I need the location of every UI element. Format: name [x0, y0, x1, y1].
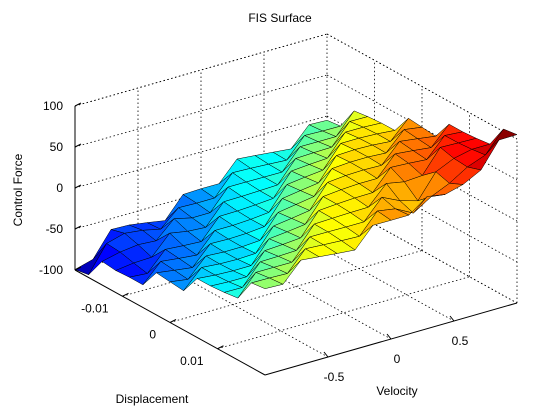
surface-patch — [251, 277, 284, 289]
z-tick-mark — [74, 102, 82, 107]
y-tick-label: -0.01 — [81, 301, 109, 315]
grid-line — [326, 33, 518, 140]
box-edge — [74, 33, 328, 107]
z-tick-label: 0 — [56, 181, 63, 195]
z-tick-label: 50 — [50, 140, 64, 154]
x-tick-label: -0.5 — [324, 370, 345, 384]
z-tick-mark — [74, 184, 82, 189]
z-tick-mark — [74, 266, 82, 271]
z-tick-mark — [74, 225, 82, 230]
x-tick-mark — [386, 333, 392, 340]
x-tick-label: 0.5 — [452, 334, 469, 348]
grid-line — [74, 33, 328, 107]
y-tick-mark — [122, 292, 129, 297]
z-tick-label: -100 — [39, 263, 63, 277]
chart-title: FIS Surface — [248, 11, 312, 25]
y-tick-label: 0.01 — [180, 354, 204, 368]
z-tick-mark — [74, 143, 82, 148]
y-tick-label: 0 — [149, 328, 156, 342]
y-tick-labels: -0.01 0 0.01 — [81, 292, 224, 368]
z-tick-label: -50 — [46, 222, 64, 236]
x-axis-label: Velocity — [376, 384, 417, 398]
y-tick-mark — [169, 319, 177, 323]
y-axis-label: Displacement — [116, 392, 189, 406]
y-tick-mark — [217, 345, 224, 350]
z-tick-label: 100 — [43, 99, 63, 113]
x-tick-mark — [449, 315, 455, 322]
x-tick-labels: -0.5 0 0.5 — [323, 315, 469, 384]
z-axis-label: Control Force — [11, 153, 25, 226]
x-tick-mark — [323, 351, 329, 358]
z-tick-labels: -100 -50 0 50 100 — [39, 99, 82, 277]
x-tick-label: 0 — [394, 352, 401, 366]
surface-mesh — [74, 110, 518, 299]
grid-line — [217, 276, 470, 350]
